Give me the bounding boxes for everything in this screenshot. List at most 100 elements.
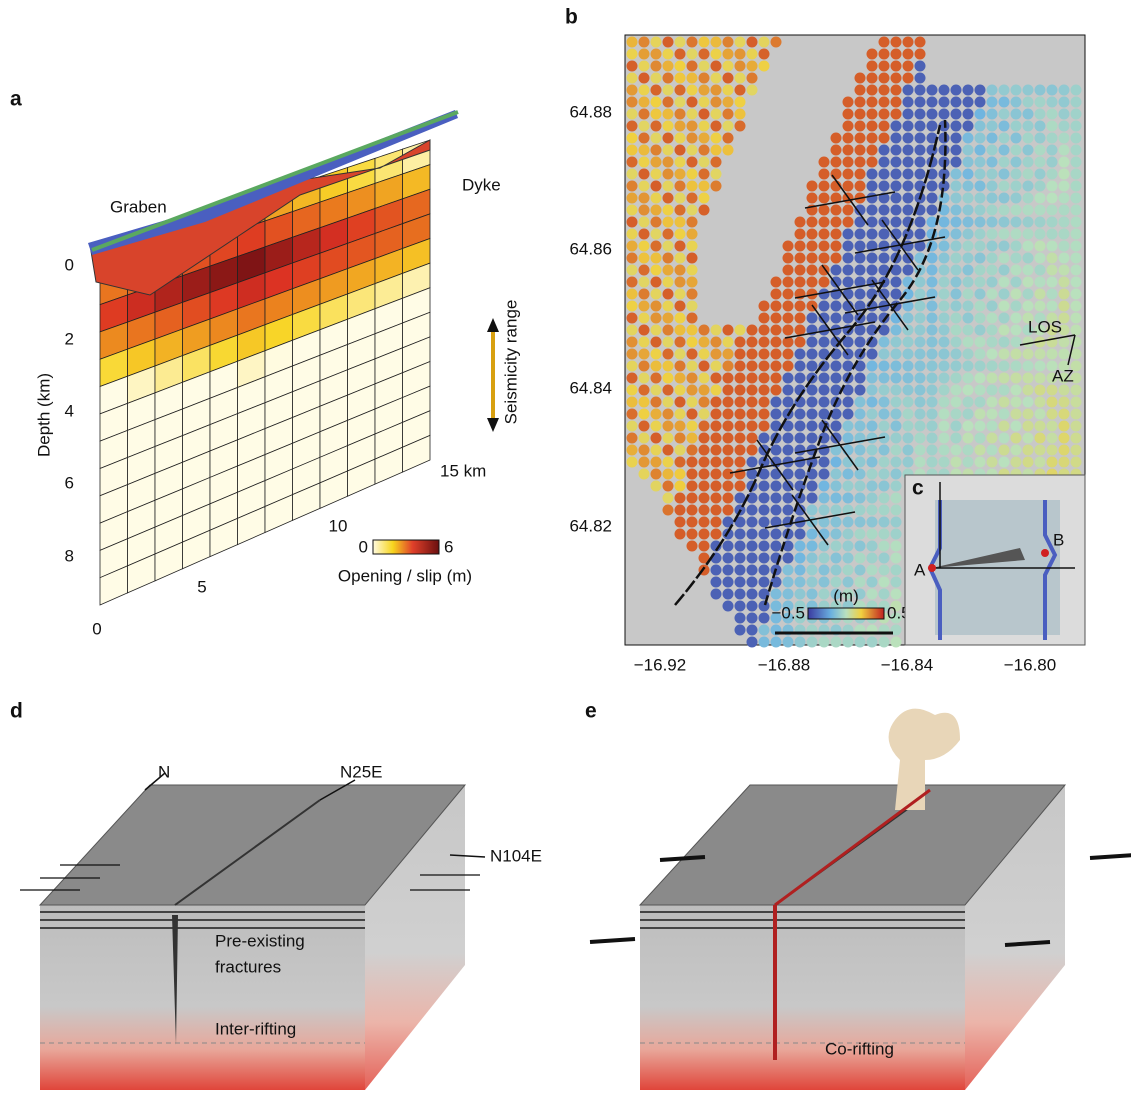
insar-pixel [890, 420, 902, 432]
insar-pixel [842, 528, 854, 540]
insar-pixel [1010, 300, 1022, 312]
insar-pixel [890, 396, 902, 408]
insar-pixel [782, 468, 794, 480]
insar-pixel [662, 240, 674, 252]
colorbar-title: Opening / slip (m) [338, 566, 472, 585]
tick-label: 0 [92, 619, 101, 638]
insar-pixel [830, 384, 842, 396]
insar-pixel [890, 180, 902, 192]
insar-pixel [1046, 348, 1058, 360]
insar-pixel [1058, 264, 1070, 276]
insar-pixel [950, 192, 962, 204]
insar-pixel [854, 324, 866, 336]
insar-pixel [1070, 420, 1082, 432]
insar-pixel [674, 480, 686, 492]
insar-pixel [734, 120, 746, 132]
insar-pixel [674, 456, 686, 468]
opening-arrow [821, 264, 859, 316]
insar-pixel [674, 120, 686, 132]
insar-pixel [1034, 432, 1046, 444]
insar-pixel [734, 600, 746, 612]
panels-d-e: N N25E N104E Pre-existing fractures Inter-rif… [20, 708, 1131, 1090]
insar-pixel [1046, 372, 1058, 384]
insar-pixel [986, 444, 998, 456]
insar-pixel [1046, 228, 1058, 240]
insar-pixel [782, 372, 794, 384]
label: N104E [490, 846, 542, 865]
insar-pixel [854, 528, 866, 540]
insar-pixel [1010, 132, 1022, 144]
insar-pixel [674, 516, 686, 528]
insar-pixel [974, 444, 986, 456]
insar-pixel [1046, 192, 1058, 204]
insar-pixel [734, 492, 746, 504]
insar-pixel [746, 612, 758, 624]
insar-pixel [890, 504, 902, 516]
insar-pixel [698, 420, 710, 432]
insar-pixel [722, 516, 734, 528]
insar-pixel [890, 492, 902, 504]
insar-pixel [674, 216, 686, 228]
insar-pixel [1010, 432, 1022, 444]
insar-pixel [830, 264, 842, 276]
insar-pixel [626, 336, 638, 348]
insar-pixel [734, 540, 746, 552]
insar-pixel [686, 132, 698, 144]
dyke [774, 788, 931, 907]
insar-pixel [854, 288, 866, 300]
insar-pixel [902, 336, 914, 348]
insar-pixel [734, 36, 746, 48]
insar-pixel [854, 420, 866, 432]
insar-pixel [830, 192, 842, 204]
insar-pixel [758, 636, 770, 648]
insar-pixel [638, 168, 650, 180]
block-side [365, 785, 465, 1090]
insar-pixel [1022, 348, 1034, 360]
insar-pixel [818, 168, 830, 180]
insar-pixel [710, 408, 722, 420]
insar-pixel [926, 96, 938, 108]
insar-pixel [830, 444, 842, 456]
insar-pixel [626, 456, 638, 468]
insar-pixel [974, 168, 986, 180]
insar-pixel [818, 156, 830, 168]
insar-pixel [1046, 396, 1058, 408]
insar-pixel [626, 204, 638, 216]
insar-pixel [698, 132, 710, 144]
insar-pixel [1034, 300, 1046, 312]
insar-pixel [626, 144, 638, 156]
insar-pixel [1010, 276, 1022, 288]
insar-pixel [626, 108, 638, 120]
insar-pixel [650, 312, 662, 324]
insar-pixel [1010, 144, 1022, 156]
insar-pixel [698, 468, 710, 480]
insar-pixel [830, 312, 842, 324]
insar-pixel [1022, 336, 1034, 348]
insar-pixel [626, 432, 638, 444]
insar-pixel [698, 528, 710, 540]
insar-pixel [770, 528, 782, 540]
insar-pixel [842, 276, 854, 288]
insar-pixel [698, 384, 710, 396]
insar-pixel [758, 564, 770, 576]
insar-pixel [746, 60, 758, 72]
insar-pixel [1058, 96, 1070, 108]
insar-pixel [662, 432, 674, 444]
insar-pixel [638, 84, 650, 96]
insar-pixel [974, 288, 986, 300]
insar-pixel [818, 504, 830, 516]
insar-pixel [902, 144, 914, 156]
insar-pixel [830, 156, 842, 168]
insar-pixel [890, 612, 902, 624]
insar-pixel [866, 312, 878, 324]
insar-pixel [662, 144, 674, 156]
insar-pixel [686, 516, 698, 528]
insar-pixel [962, 336, 974, 348]
label: Graben [110, 197, 167, 216]
insar-pixel [662, 396, 674, 408]
insar-pixel [878, 552, 890, 564]
insar-pixel [1046, 156, 1058, 168]
insar-pixel [866, 192, 878, 204]
insar-pixel [974, 420, 986, 432]
